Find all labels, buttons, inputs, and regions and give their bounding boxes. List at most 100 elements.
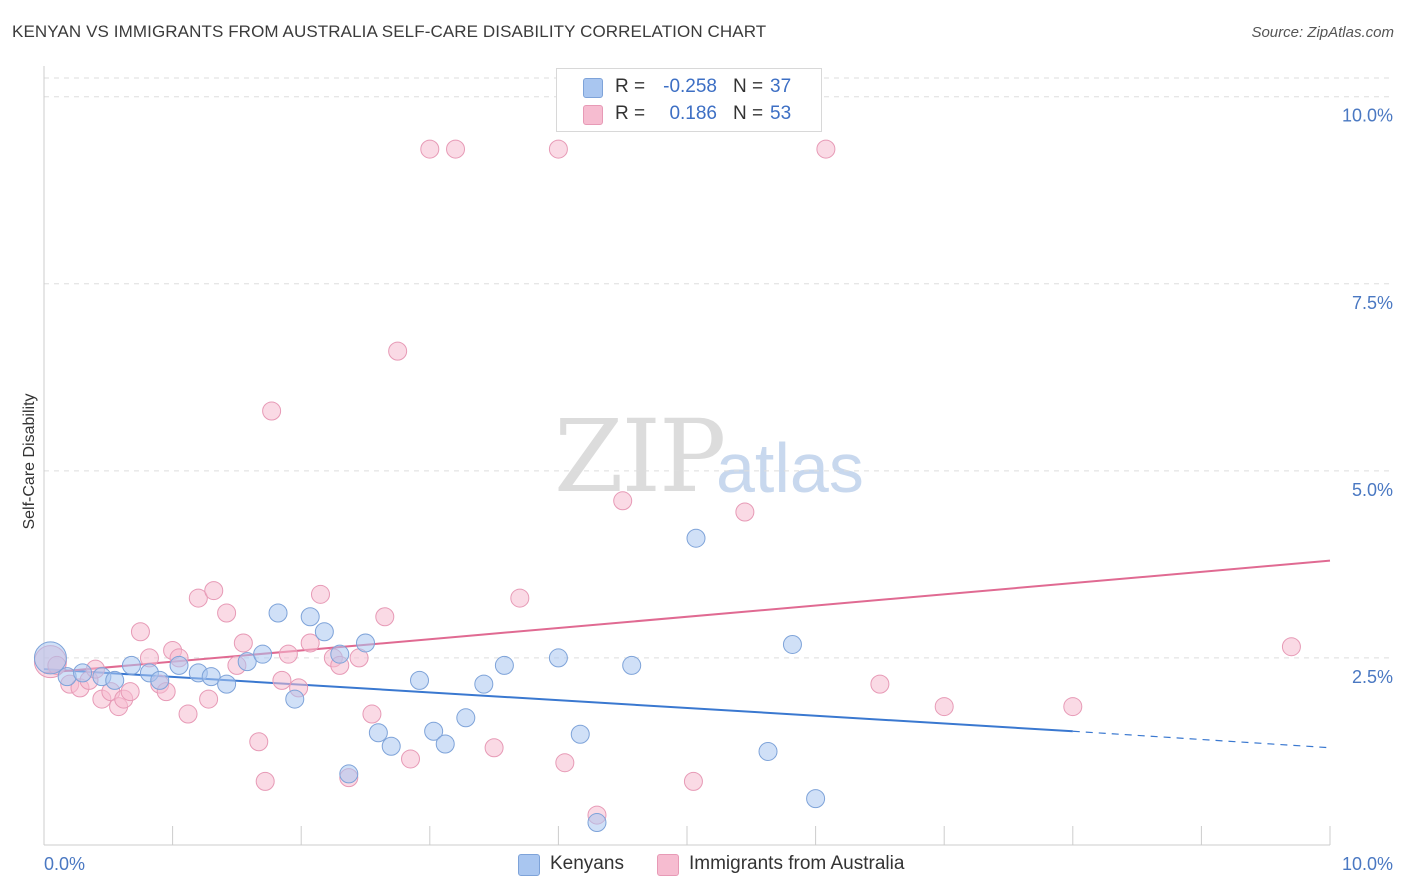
data-point-australia <box>272 670 292 690</box>
data-point-australia <box>300 633 320 653</box>
data-point-australia <box>233 633 253 653</box>
data-point-australia <box>401 749 421 769</box>
y-tick-label: 10.0% <box>1342 106 1393 126</box>
legend-swatch-australia <box>583 105 603 125</box>
legend-swatch-australia <box>657 854 679 876</box>
data-point-kenyans <box>356 633 375 653</box>
legend-n-label: N = <box>733 103 764 124</box>
trendline-kenyans-extension <box>1072 730 1331 749</box>
y-tick-label: 2.5% <box>1352 667 1393 687</box>
data-point-australia <box>1063 697 1083 717</box>
data-point-kenyans <box>424 721 444 741</box>
legend-swatch-kenyans <box>518 854 540 876</box>
data-point-australia <box>375 607 395 627</box>
data-point-australia <box>934 697 954 717</box>
data-point-australia <box>188 588 208 608</box>
data-point-australia <box>130 622 150 642</box>
correlation-legend: R = -0.258 N = 37 R = 0.186 N = 53 <box>556 68 822 132</box>
data-point-kenyans <box>587 813 607 833</box>
data-point-kenyans <box>570 724 590 744</box>
data-point-australia <box>388 341 408 361</box>
data-point-australia <box>613 491 633 511</box>
legend-r-label: R = <box>615 103 646 124</box>
data-point-kenyans <box>268 603 288 623</box>
data-point-kenyans <box>300 607 320 627</box>
data-point-kenyans <box>435 734 455 754</box>
data-point-kenyans <box>758 741 778 761</box>
data-point-australia <box>446 139 466 159</box>
data-point-kenyans <box>105 670 125 690</box>
data-point-kenyans <box>121 655 141 675</box>
data-point-kenyans <box>253 644 273 664</box>
data-point-australia <box>735 502 755 522</box>
data-point-australia <box>249 732 269 752</box>
grid-layer <box>44 77 1392 659</box>
watermark-zip: ZIP <box>554 398 726 515</box>
legend-n-label: N = <box>733 76 764 97</box>
data-point-australia <box>217 603 237 623</box>
data-point-kenyans <box>285 689 305 709</box>
y-tick-label: 7.5% <box>1352 293 1393 313</box>
data-point-kenyans <box>410 670 430 690</box>
x-tick-label: 10.0% <box>1342 854 1393 874</box>
data-point-australia <box>262 401 282 421</box>
legend-label-kenyans: Kenyans <box>550 853 624 874</box>
y-tick-label: 5.0% <box>1352 480 1393 500</box>
trend-layer <box>43 559 1331 749</box>
legend-r-value: -0.258 <box>663 76 717 97</box>
data-point-australia <box>1281 637 1301 657</box>
points-layer <box>33 139 1301 833</box>
axis-layer <box>43 66 1331 846</box>
data-point-australia <box>204 581 224 601</box>
data-point-kenyans <box>381 736 401 756</box>
data-point-australia <box>120 682 140 702</box>
data-point-australia <box>683 771 703 791</box>
legend-r-label: R = <box>615 76 646 97</box>
data-point-australia <box>510 588 530 608</box>
watermark-atlas: atlas <box>716 429 864 507</box>
series-legend: Kenyans Immigrants from Australia <box>0 852 1406 878</box>
data-point-kenyans <box>33 641 67 675</box>
data-point-australia <box>362 704 382 724</box>
data-point-australia <box>199 689 219 709</box>
data-point-kenyans <box>622 655 642 675</box>
data-point-kenyans <box>548 648 568 668</box>
x-tick-label: 0.0% <box>44 854 85 874</box>
data-point-kenyans <box>686 528 706 548</box>
data-point-australia <box>555 753 575 773</box>
data-point-australia <box>548 139 568 159</box>
data-point-kenyans <box>456 708 476 728</box>
source-label: Source: ZipAtlas.com <box>1251 24 1394 41</box>
legend-n-value: 53 <box>770 103 792 124</box>
data-point-kenyans <box>494 655 514 675</box>
legend-n-value: 37 <box>770 76 792 97</box>
data-point-kenyans <box>782 634 802 654</box>
legend-swatch-kenyans <box>583 78 603 98</box>
data-point-australia <box>278 644 298 664</box>
legend-label-australia: Immigrants from Australia <box>689 853 905 874</box>
data-point-kenyans <box>474 674 494 694</box>
data-point-kenyans <box>330 644 350 664</box>
data-point-kenyans <box>314 622 334 642</box>
data-point-kenyans <box>339 764 359 784</box>
legend-row-kenyans: R = -0.258 N = 37 <box>557 74 821 100</box>
data-point-kenyans <box>237 652 257 672</box>
data-point-kenyans <box>368 723 388 743</box>
data-point-australia <box>484 738 504 758</box>
data-point-kenyans <box>806 789 826 809</box>
data-point-kenyans <box>217 674 237 694</box>
data-point-australia <box>255 771 275 791</box>
legend-r-value: 0.186 <box>669 103 717 124</box>
y-axis-label: Self-Care Disability <box>21 393 38 529</box>
data-point-kenyans <box>201 667 221 687</box>
data-point-kenyans <box>169 655 189 675</box>
data-point-kenyans <box>150 670 170 690</box>
label-layer: 2.5% 5.0% 7.5% 10.0% 0.0% 10.0% Self-Care Disa… <box>21 106 1393 874</box>
data-point-australia <box>310 584 330 604</box>
chart-title: KENYAN VS IMMIGRANTS FROM AUSTRALIA SELF… <box>12 22 767 41</box>
data-point-australia <box>420 139 440 159</box>
data-point-kenyans <box>73 663 93 683</box>
legend-row-australia: R = 0.186 N = 53 <box>557 101 821 127</box>
data-point-australia <box>870 674 890 694</box>
